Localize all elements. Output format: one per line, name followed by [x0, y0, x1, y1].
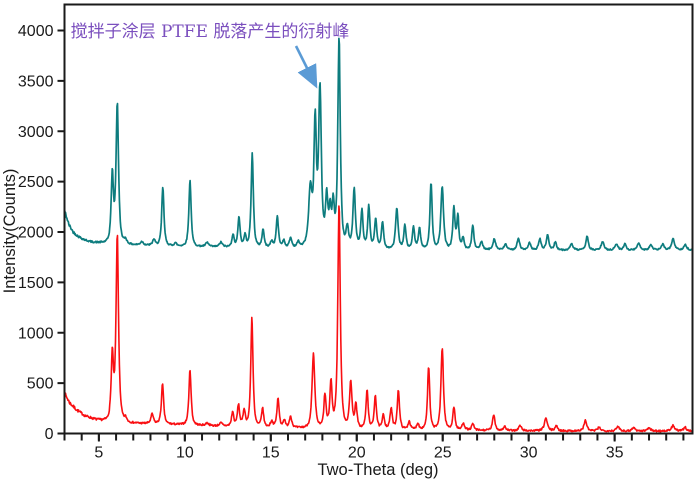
y-tick-label: 3500 — [18, 73, 54, 90]
x-tick-label: 30 — [520, 445, 538, 462]
x-tick-label: 35 — [606, 445, 624, 462]
x-tick-label: 20 — [348, 445, 366, 462]
x-tick-label: 15 — [262, 445, 280, 462]
curve-upper-pattern-teal — [65, 37, 692, 252]
y-tick-label: 500 — [27, 376, 54, 393]
y-tick-label: 4000 — [18, 23, 54, 40]
y-tick-label: 1500 — [18, 275, 54, 292]
x-tick-label: 10 — [176, 445, 194, 462]
y-axis-ticks: 0 500 1000 1500 2000 2500 3000 3500 4000 — [18, 23, 65, 443]
annotation-arrow-icon — [294, 45, 318, 89]
plot-area-border — [63, 3, 694, 435]
x-axis-ticks: 5 10 15 20 25 30 35 — [63, 433, 685, 462]
x-axis-title: Two-Theta (deg) — [317, 461, 438, 479]
y-tick-label: 2000 — [18, 225, 54, 242]
x-tick-label: 5 — [94, 445, 103, 462]
x-tick-label: 25 — [434, 445, 452, 462]
annotation-text: 搅拌子涂层 PTFE 脱落产生的衍射峰 — [71, 22, 350, 42]
diffraction-curves — [65, 37, 692, 433]
y-tick-label: 2500 — [18, 174, 54, 191]
y-tick-label: 1000 — [18, 325, 54, 342]
curve-lower-pattern-red — [65, 205, 692, 433]
y-axis-title: Intensity(Counts) — [1, 169, 19, 294]
y-tick-label: 3000 — [18, 124, 54, 141]
y-tick-label: 0 — [45, 426, 54, 443]
